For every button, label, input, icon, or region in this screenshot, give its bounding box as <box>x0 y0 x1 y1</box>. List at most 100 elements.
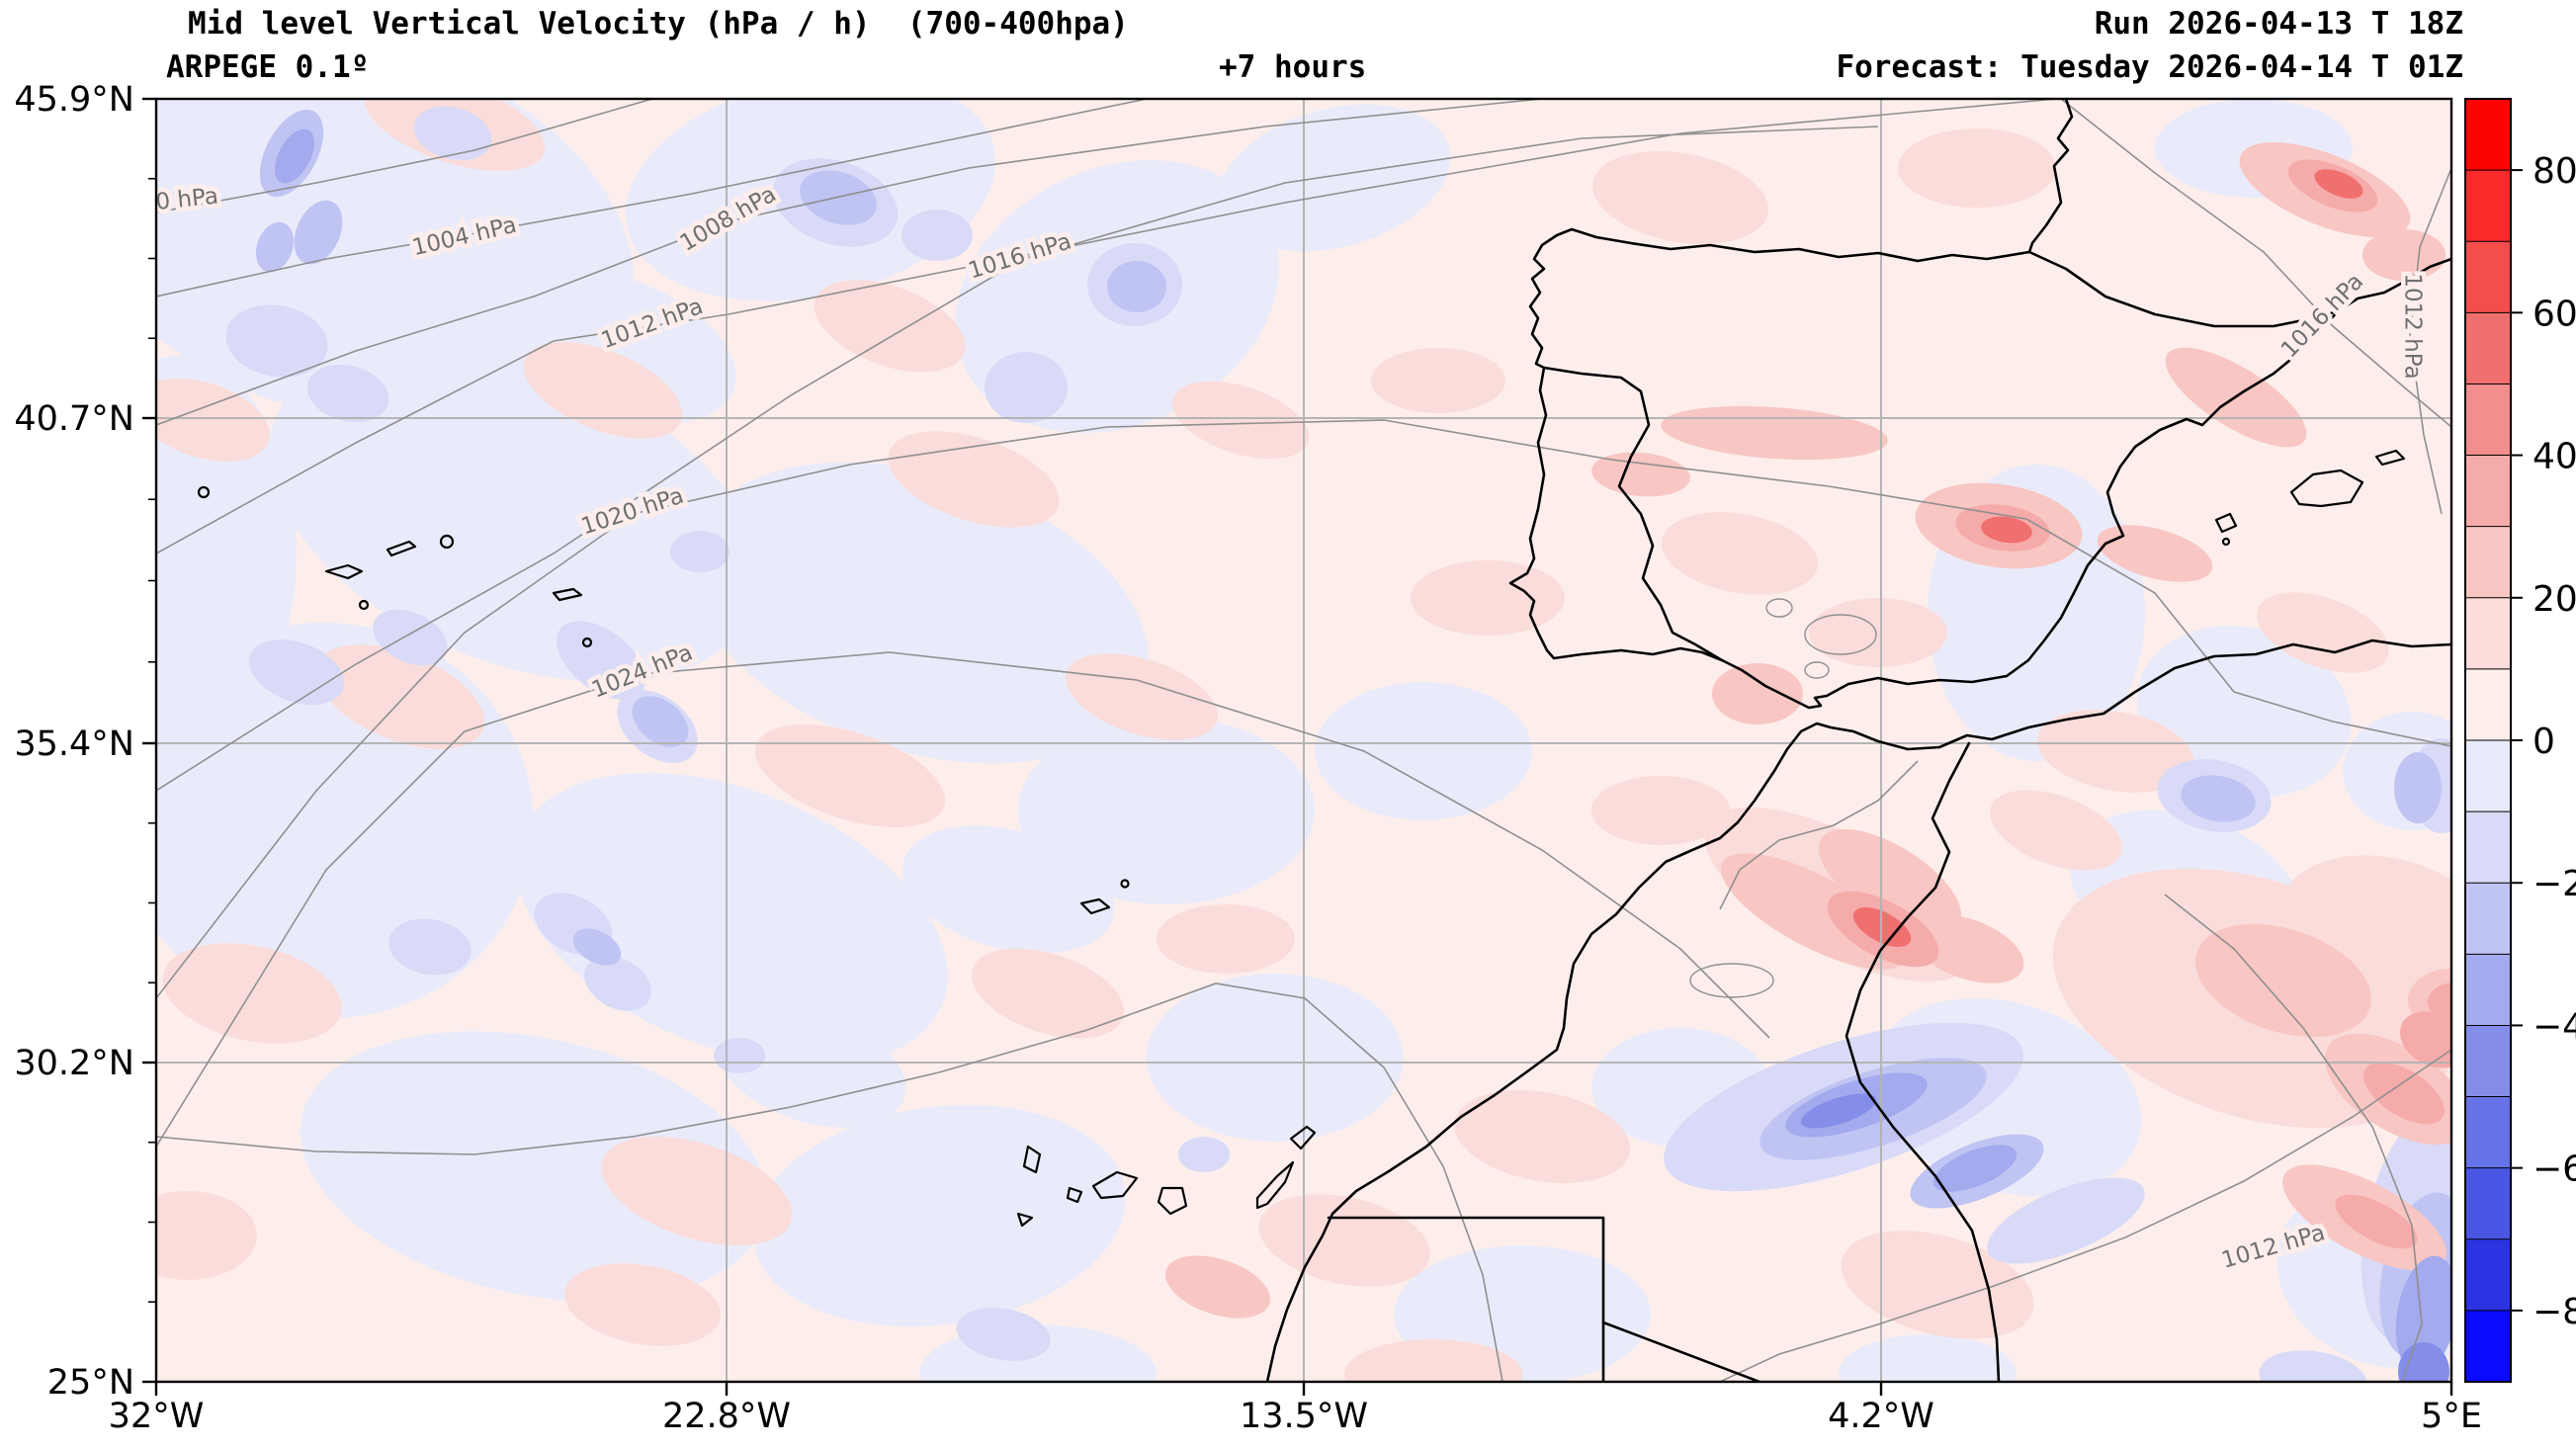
island-outline <box>197 485 211 499</box>
anomaly-blob <box>670 531 730 572</box>
anomaly-blob <box>2394 752 2442 823</box>
isobar-line <box>2164 894 2423 1382</box>
colorbar-segment <box>2465 99 2511 171</box>
model-label: ARPEGE 0.1º <box>166 49 370 85</box>
anomaly-blob <box>1661 405 1888 461</box>
island-outline <box>2221 537 2231 547</box>
island-outline <box>2374 449 2406 467</box>
colorbar-tick-label: −20 <box>2533 864 2576 904</box>
anomaly-blob <box>2181 775 2256 822</box>
anomaly-blob <box>584 956 651 1011</box>
lon-tick-label: 32°W <box>109 1397 205 1436</box>
anomaly-blob <box>388 918 472 976</box>
run-label: Run 2026-04-13 T 18Z <box>2094 6 2463 42</box>
anomaly-blob <box>1454 1090 1630 1183</box>
isobar-line <box>156 651 1770 1148</box>
colorbar-tick-label: 0 <box>2533 722 2555 762</box>
anomaly-blob <box>2363 1062 2445 1125</box>
isobar-line <box>2060 99 2451 428</box>
anomaly-blob <box>689 462 1150 764</box>
colorbar-tick-label: 40 <box>2533 437 2576 477</box>
island-outline <box>1120 879 1130 889</box>
colorbar-tick-label: 60 <box>2533 294 2576 334</box>
anomaly-blob <box>902 210 973 261</box>
anomaly-blob <box>2097 525 2213 582</box>
lon-tick-label: 22.8°W <box>662 1397 791 1436</box>
anomaly-blob <box>2428 982 2451 1022</box>
colorbar-segment <box>2465 597 2511 669</box>
anomaly-blob <box>1018 717 1315 904</box>
colorbar-segment <box>2465 1310 2511 1382</box>
anomaly-blob <box>1818 828 1962 935</box>
island-outline <box>581 637 593 648</box>
anomaly-blob <box>300 1031 768 1302</box>
anomaly-blob <box>156 1191 257 1280</box>
isobar-line <box>156 126 1879 792</box>
anomaly-blob <box>1371 348 1505 413</box>
isobar-loop <box>1765 598 1793 618</box>
anomaly-blob <box>632 696 689 747</box>
anomaly-blob <box>1800 1093 1877 1129</box>
anomaly-blob <box>225 304 328 378</box>
colorbar-tick-label: 20 <box>2533 579 2576 620</box>
anomaly-blob <box>1932 1145 2018 1192</box>
island-outline <box>1016 1212 1034 1228</box>
coastline <box>1265 639 2451 1382</box>
island-outline <box>1079 897 1111 915</box>
island-outline <box>1066 1186 1083 1204</box>
lon-tick-label: 5°E <box>2421 1397 2482 1436</box>
anomaly-blob <box>2195 923 2371 1038</box>
island-outline <box>1157 1186 1188 1216</box>
colorbar-tick-label: 80 <box>2533 151 2576 192</box>
coastline <box>1845 741 2001 1382</box>
island-outline <box>386 540 417 557</box>
lat-tick-label: 45.9°N <box>14 80 134 120</box>
anomaly-blob <box>563 1263 722 1346</box>
anomaly-blob <box>1712 663 1803 724</box>
anomaly-blob <box>1591 452 1690 497</box>
anomaly-blob <box>1841 1231 2034 1339</box>
anomaly-blob <box>2335 1194 2418 1249</box>
lat-tick-label: 25°N <box>47 1363 134 1403</box>
colorbar-segment <box>2465 1025 2511 1097</box>
island-outline <box>1255 1160 1295 1210</box>
anomaly-blob <box>315 644 485 749</box>
anomaly-blob <box>1344 1339 1522 1382</box>
anomaly-blob <box>714 1038 765 1073</box>
anomaly-blob <box>294 200 343 265</box>
isobar-line <box>156 99 1148 298</box>
anomaly-blob <box>1164 1255 1271 1319</box>
anomaly-blob <box>888 431 1060 528</box>
isobar-line <box>156 99 653 213</box>
anomaly-blob <box>1987 1177 2145 1264</box>
isobar-line <box>2409 167 2451 515</box>
anomaly-blob <box>255 221 295 273</box>
anomaly-blob <box>1107 261 1166 312</box>
anomaly-blob <box>601 1136 793 1246</box>
island-outline <box>358 599 370 611</box>
colorbar-segment <box>2465 740 2511 812</box>
colorbar-segment <box>2465 455 2511 527</box>
anomaly-blob <box>2257 592 2389 673</box>
colorbar-segment <box>2465 170 2511 242</box>
lat-tick-label: 35.4°N <box>14 724 134 764</box>
anomaly-blob <box>1411 560 1565 636</box>
colorbar-segment <box>2465 312 2511 384</box>
anomaly-blob <box>2036 710 2194 793</box>
island-outline <box>1022 1145 1042 1174</box>
anomaly-blob <box>902 825 1115 954</box>
lon-tick-label: 13.5°W <box>1240 1397 1368 1436</box>
colorbar-tick-label: −40 <box>2533 1006 2576 1047</box>
anomaly-blob <box>162 943 342 1044</box>
anomaly-blob <box>2362 229 2446 281</box>
colorbar-tick-label: −60 <box>2533 1150 2576 1190</box>
isobar-line <box>156 982 1503 1382</box>
forecast-label: Forecast: Tuesday 2026-04-14 T 01Z <box>1836 49 2463 85</box>
isobar-label: 1012 hPa <box>2400 273 2426 379</box>
anomaly-blob <box>1981 516 2032 544</box>
coastline <box>1601 1320 1761 1382</box>
colorbar-segment <box>2465 241 2511 313</box>
colorbar-segment <box>2465 1096 2511 1168</box>
